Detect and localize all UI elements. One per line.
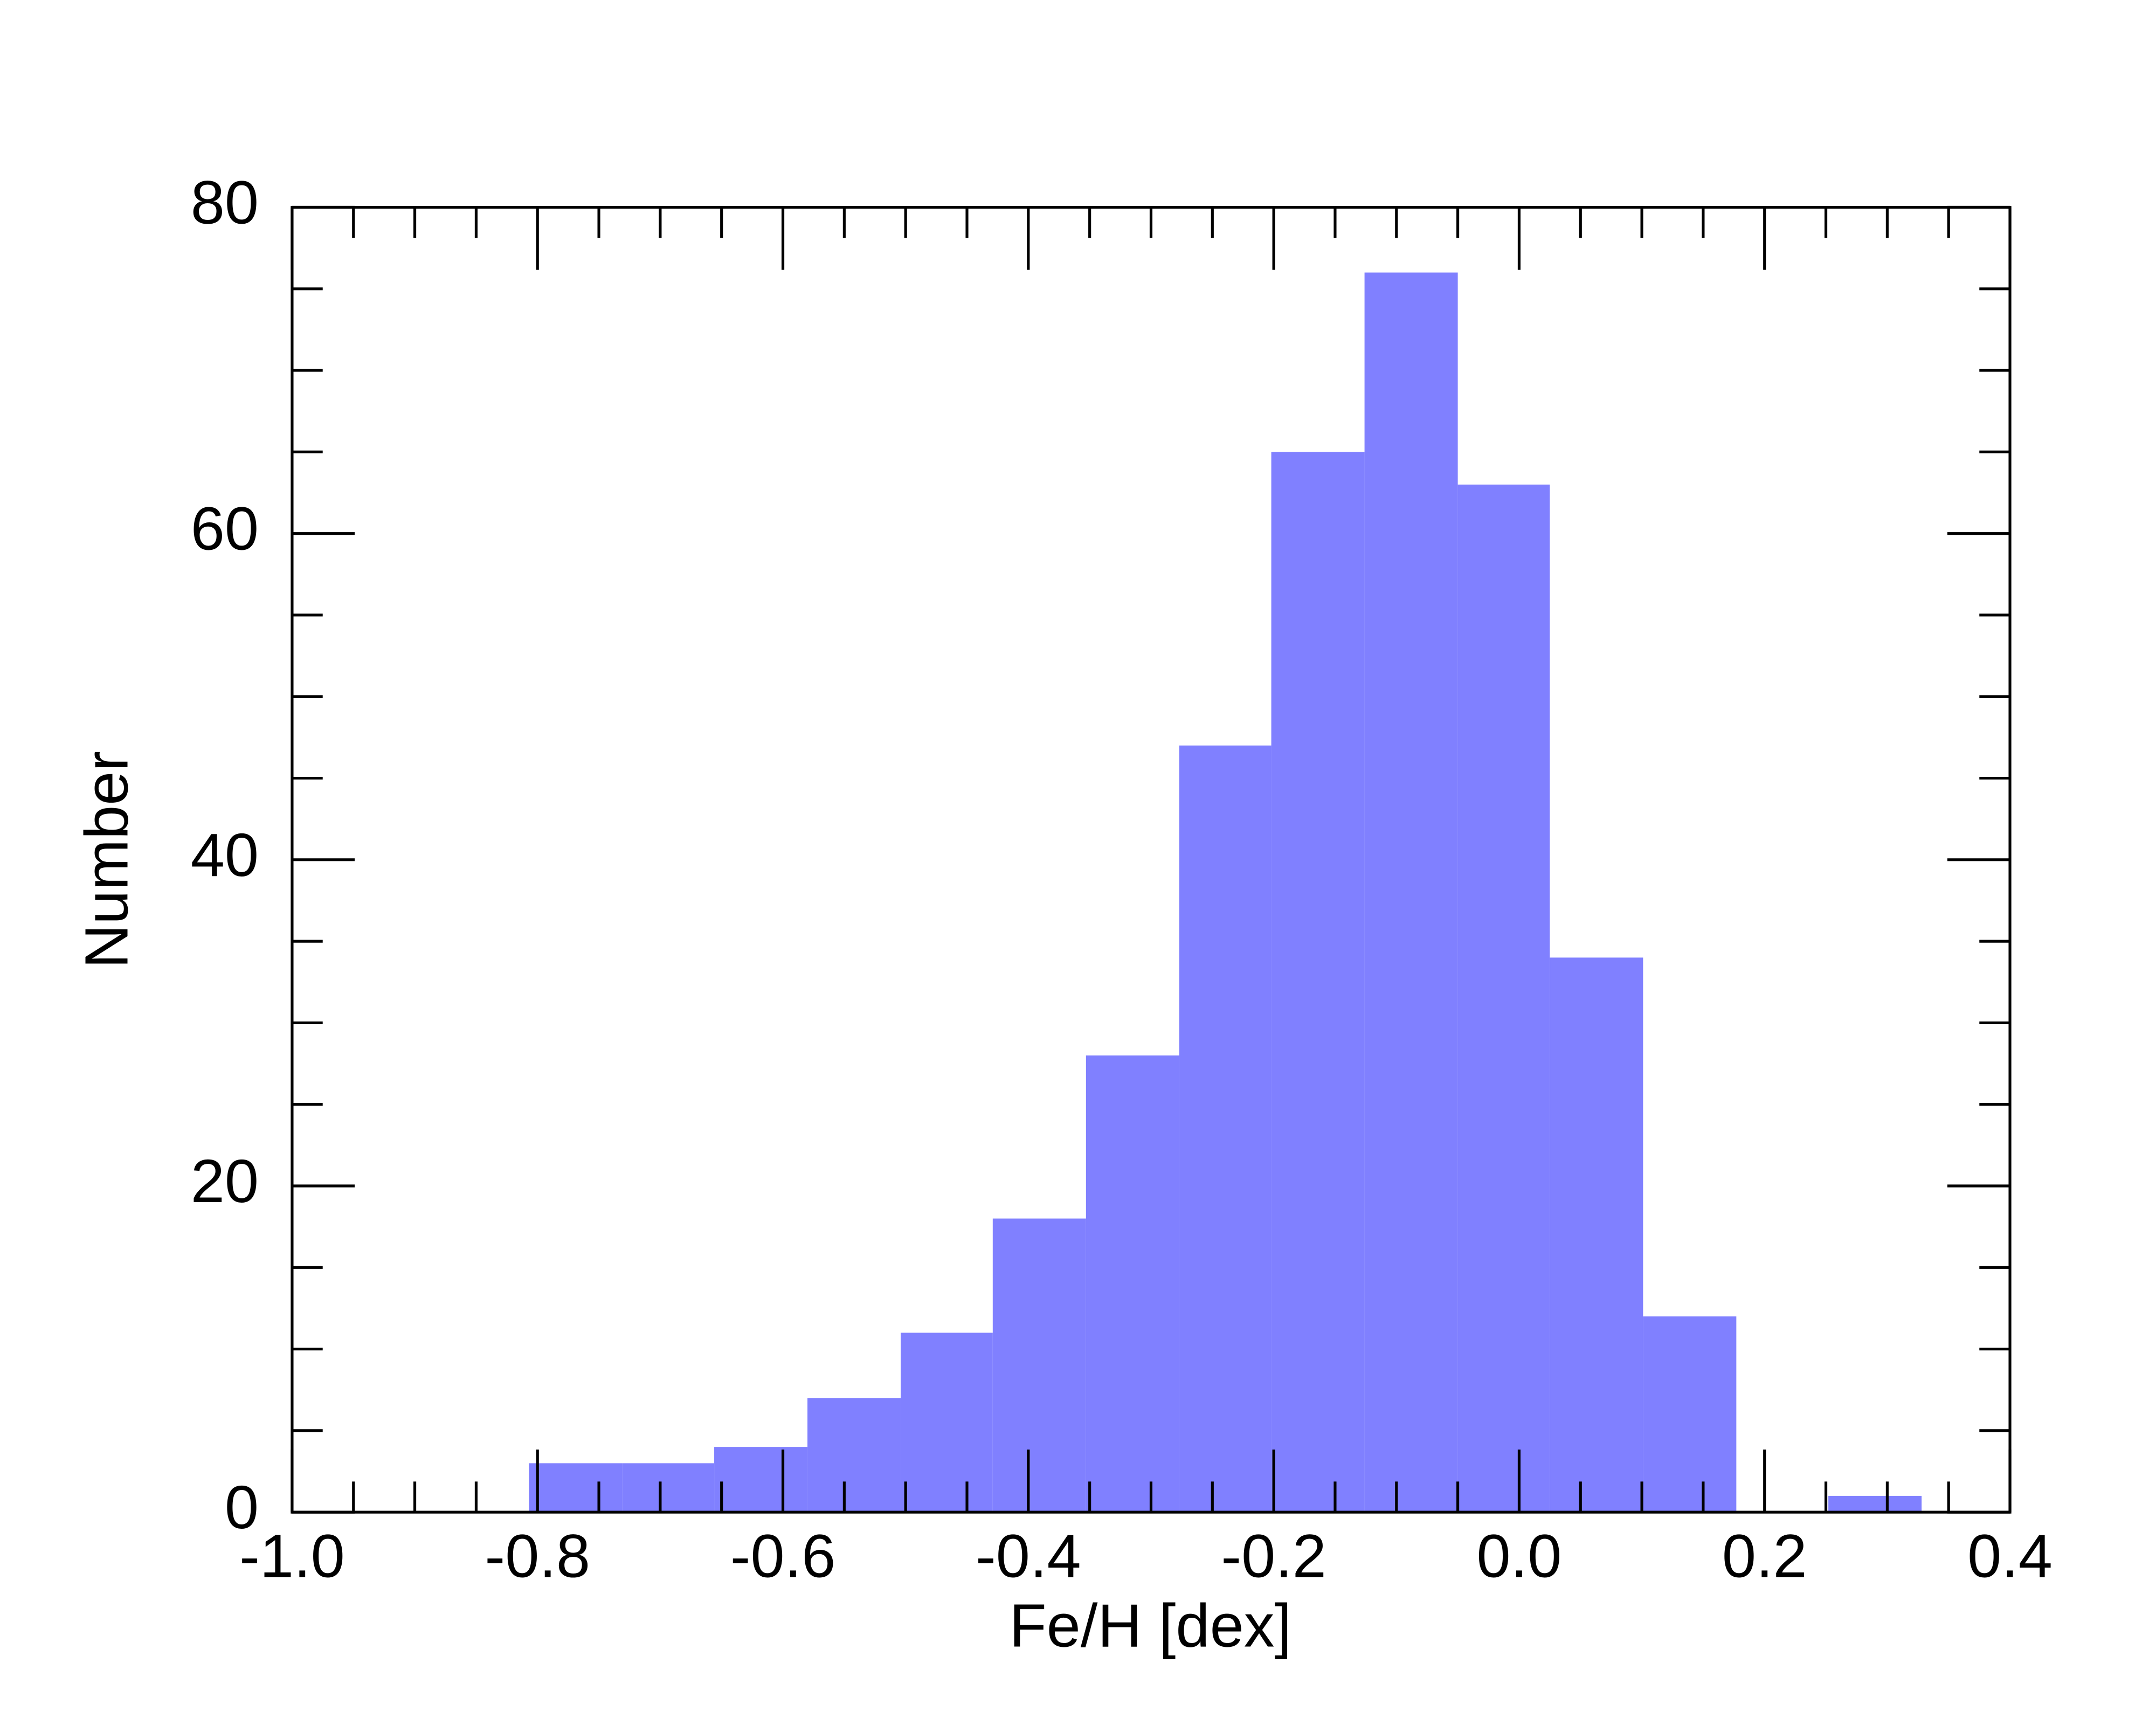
- x-axis-label: Fe/H [dex]: [1009, 1592, 1291, 1660]
- x-tick-label: 0.0: [1477, 1522, 1562, 1590]
- y-tick-label: 40: [191, 821, 259, 889]
- bar: [1457, 484, 1550, 1513]
- x-tick-label: -0.2: [1221, 1522, 1326, 1590]
- bar: [714, 1447, 808, 1513]
- bar: [1643, 1316, 1737, 1513]
- y-tick-label: 60: [191, 495, 259, 563]
- y-tick-label: 80: [191, 169, 259, 237]
- x-tick-label: -0.8: [485, 1522, 590, 1590]
- bar: [529, 1463, 623, 1513]
- y-tick-label: 20: [191, 1147, 259, 1216]
- bar: [1086, 1055, 1179, 1513]
- y-tick-label: 0: [225, 1473, 259, 1542]
- x-tick-label: 0.4: [1967, 1522, 2053, 1590]
- x-tick-label: -0.4: [976, 1522, 1081, 1590]
- bar: [901, 1333, 993, 1513]
- x-tick-label: -1.0: [239, 1522, 345, 1590]
- bar: [1828, 1495, 1922, 1513]
- bar: [1364, 272, 1458, 1513]
- x-tick-label: -0.6: [730, 1522, 836, 1590]
- bar: [622, 1463, 715, 1513]
- y-axis-label: Number: [72, 751, 141, 969]
- bar: [807, 1398, 901, 1513]
- bar: [992, 1218, 1086, 1513]
- bar: [1550, 957, 1643, 1513]
- bar: [1271, 452, 1365, 1513]
- bar: [1179, 746, 1272, 1513]
- x-tick-label: 0.2: [1722, 1522, 1807, 1590]
